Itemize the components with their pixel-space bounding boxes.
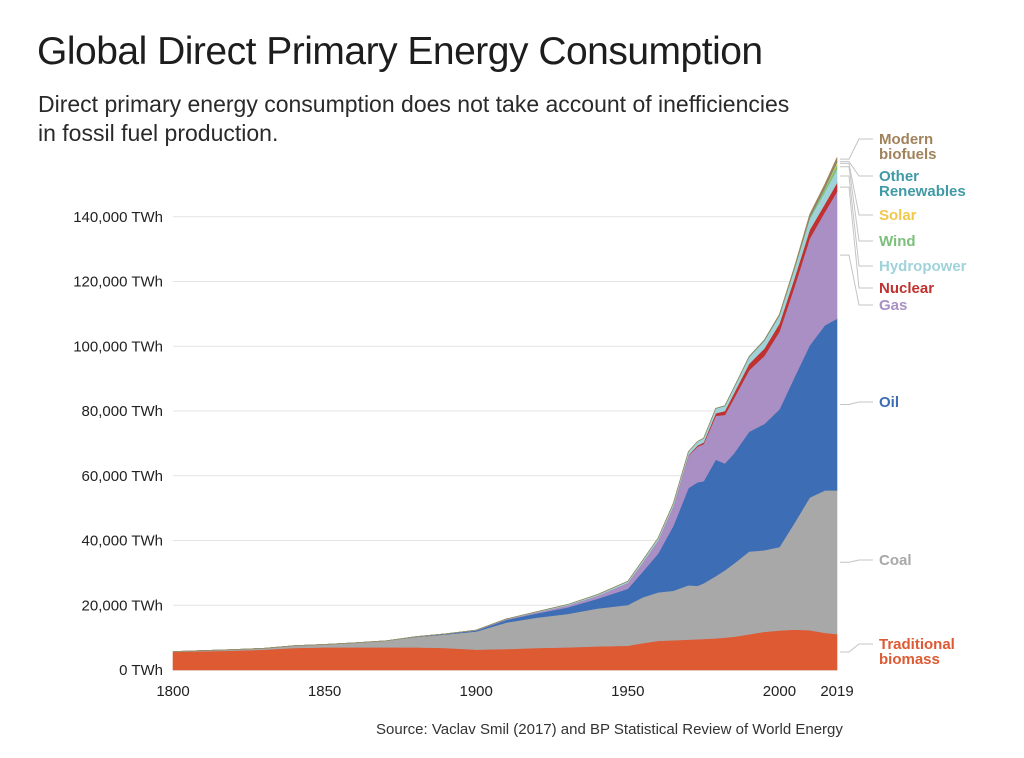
x-tick-label: 2000 xyxy=(763,683,796,700)
series-areas xyxy=(172,157,838,671)
y-tick-label: 0 TWh xyxy=(119,662,163,679)
chart-title: Global Direct Primary Energy Consumption xyxy=(37,30,763,73)
legend-label-modern-biofuels: Modern xyxy=(879,131,933,148)
y-tick-label: 60,000 TWh xyxy=(82,468,163,485)
x-axis: 1800 1850 1900 1950 2000 2019 xyxy=(156,683,853,700)
leader-line-coal xyxy=(840,559,873,563)
legend-label-other-renewables: Renewables xyxy=(879,183,966,200)
y-tick-label: 20,000 TWh xyxy=(82,597,163,614)
area-modern-biofuels xyxy=(172,157,838,652)
x-tick-label: 1850 xyxy=(308,683,341,700)
legend-label-gas: Gas xyxy=(879,297,907,314)
y-tick-label: 80,000 TWh xyxy=(82,403,163,420)
chart-subtitle: Direct primary energy consumption does n… xyxy=(38,91,790,146)
leader-line-traditional-biomass xyxy=(840,643,873,653)
leader-line-hydropower xyxy=(840,175,873,267)
legend-label-other-renewables: Other xyxy=(879,168,919,185)
leader-line-gas xyxy=(840,254,873,306)
legend-label-coal: Coal xyxy=(879,552,912,569)
leader-line-modern-biofuels xyxy=(840,138,873,160)
legend-label-oil: Oil xyxy=(879,394,899,411)
source-note: Source: Vaclav Smil (2017) and BP Statis… xyxy=(376,721,843,738)
x-tick-label: 1800 xyxy=(156,683,189,700)
leader-line-wind xyxy=(840,166,873,242)
y-tick-label: 140,000 TWh xyxy=(73,209,163,226)
x-tick-label: 1950 xyxy=(611,683,644,700)
leader-line-solar xyxy=(840,162,873,216)
legend-label-traditional-biomass: biomass xyxy=(879,651,940,668)
legend-label-nuclear: Nuclear xyxy=(879,280,934,297)
leader-line-other-renewables xyxy=(840,161,873,177)
legend-label-traditional-biomass: Traditional xyxy=(879,636,955,653)
y-tick-label: 100,000 TWh xyxy=(73,338,163,355)
x-tick-label: 1900 xyxy=(460,683,493,700)
legend-label-wind: Wind xyxy=(879,233,916,250)
x-tick-label: 2019 xyxy=(820,683,853,700)
y-axis: 0 TWh 20,000 TWh 40,000 TWh 60,000 TWh 80,00… xyxy=(73,209,163,679)
leader-line-oil xyxy=(840,401,873,405)
y-tick-label: 120,000 TWh xyxy=(73,274,163,291)
legend-label-solar: Solar xyxy=(879,207,917,224)
y-tick-label: 40,000 TWh xyxy=(82,533,163,550)
legend-label-modern-biofuels: biofuels xyxy=(879,146,937,163)
legend-label-hydropower: Hydropower xyxy=(879,258,967,275)
leader-line-nuclear xyxy=(840,186,873,289)
